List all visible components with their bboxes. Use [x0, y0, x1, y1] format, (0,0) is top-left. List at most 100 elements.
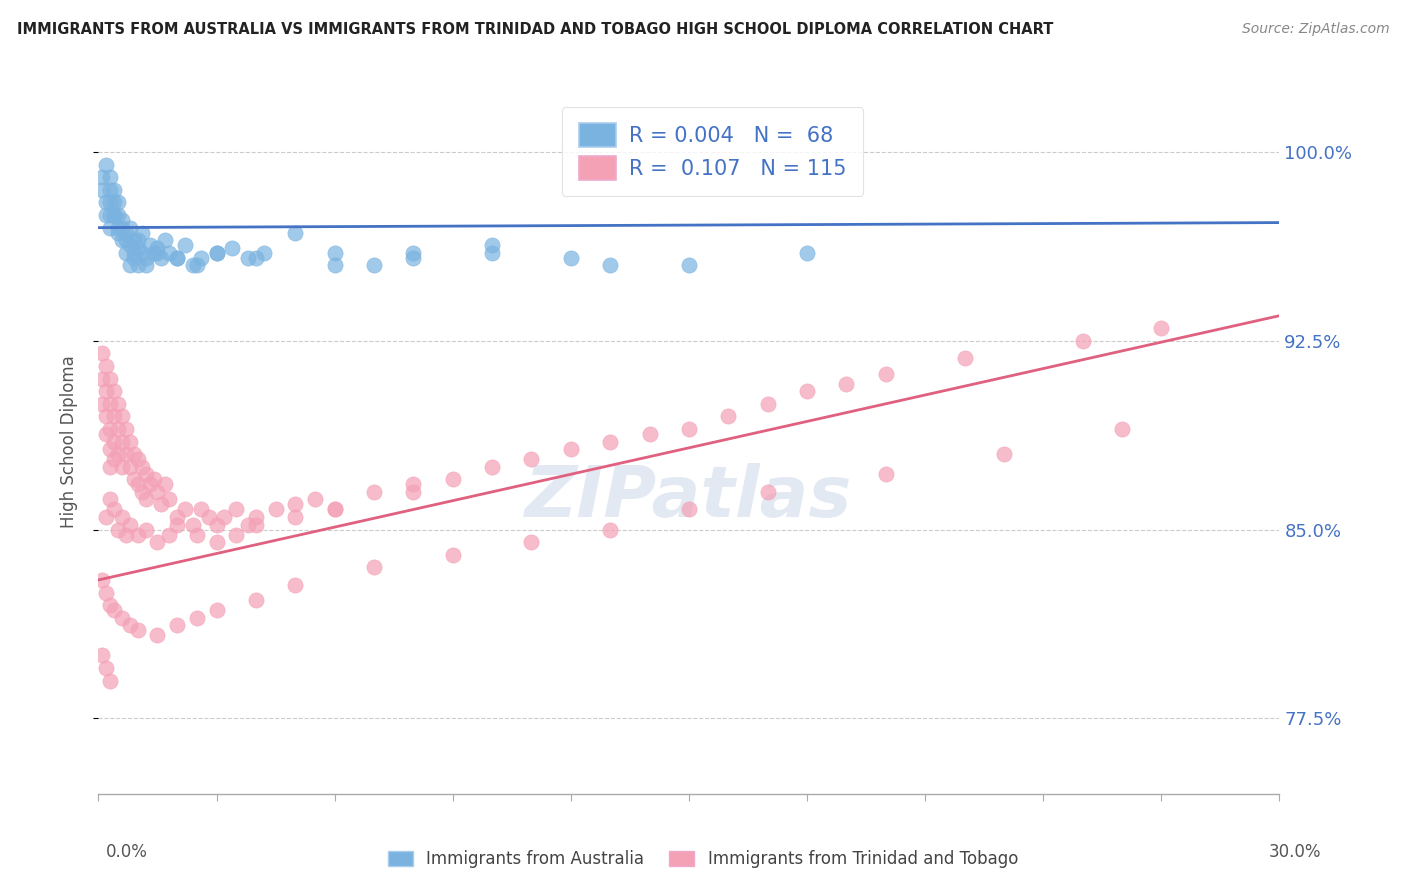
- Point: [599, 434, 621, 449]
- Point: [127, 452, 149, 467]
- Point: [96, 510, 118, 524]
- Point: [122, 251, 145, 265]
- Point: [560, 442, 582, 456]
- Point: [174, 238, 197, 252]
- Point: [98, 208, 121, 222]
- Point: [96, 409, 118, 424]
- Point: [111, 409, 134, 424]
- Point: [118, 434, 141, 449]
- Point: [678, 259, 700, 273]
- Point: [599, 523, 621, 537]
- Text: 30.0%: 30.0%: [1270, 843, 1322, 861]
- Point: [304, 492, 326, 507]
- Point: [127, 241, 149, 255]
- Point: [186, 611, 208, 625]
- Point: [103, 208, 125, 222]
- Point: [190, 502, 212, 516]
- Point: [107, 447, 129, 461]
- Point: [520, 452, 543, 467]
- Point: [98, 673, 121, 688]
- Point: [1150, 321, 1173, 335]
- Point: [150, 498, 173, 512]
- Point: [678, 502, 700, 516]
- Point: [993, 447, 1015, 461]
- Point: [115, 422, 138, 436]
- Point: [118, 238, 141, 252]
- Point: [103, 384, 125, 399]
- Point: [481, 245, 503, 260]
- Point: [131, 459, 153, 474]
- Point: [166, 251, 188, 265]
- Point: [111, 220, 134, 235]
- Point: [98, 170, 121, 185]
- Point: [135, 492, 157, 507]
- Point: [402, 477, 425, 491]
- Point: [205, 535, 228, 549]
- Point: [103, 409, 125, 424]
- Point: [155, 477, 177, 491]
- Point: [118, 259, 141, 273]
- Point: [98, 598, 121, 612]
- Point: [122, 472, 145, 486]
- Point: [127, 624, 149, 638]
- Point: [284, 510, 307, 524]
- Point: [284, 578, 307, 592]
- Point: [107, 220, 129, 235]
- Point: [225, 527, 247, 541]
- Point: [284, 498, 307, 512]
- Point: [96, 195, 118, 210]
- Point: [115, 447, 138, 461]
- Point: [98, 195, 121, 210]
- Point: [205, 603, 228, 617]
- Point: [131, 226, 153, 240]
- Text: IMMIGRANTS FROM AUSTRALIA VS IMMIGRANTS FROM TRINIDAD AND TOBAGO HIGH SCHOOL DIP: IMMIGRANTS FROM AUSTRALIA VS IMMIGRANTS …: [17, 22, 1053, 37]
- Point: [236, 251, 259, 265]
- Point: [115, 226, 138, 240]
- Point: [98, 183, 121, 197]
- Point: [103, 208, 125, 222]
- Point: [135, 259, 157, 273]
- Point: [520, 535, 543, 549]
- Point: [264, 502, 287, 516]
- Point: [157, 245, 180, 260]
- Point: [118, 618, 141, 632]
- Point: [131, 484, 153, 499]
- Point: [166, 517, 188, 532]
- Point: [118, 220, 141, 235]
- Point: [157, 527, 180, 541]
- Point: [181, 259, 204, 273]
- Point: [875, 367, 897, 381]
- Point: [138, 477, 160, 491]
- Point: [155, 233, 177, 247]
- Point: [245, 251, 267, 265]
- Point: [953, 351, 976, 366]
- Point: [186, 527, 208, 541]
- Point: [245, 517, 267, 532]
- Point: [122, 447, 145, 461]
- Point: [98, 220, 121, 235]
- Point: [323, 502, 346, 516]
- Point: [111, 233, 134, 247]
- Point: [236, 517, 259, 532]
- Point: [107, 195, 129, 210]
- Point: [127, 477, 149, 491]
- Point: [118, 517, 141, 532]
- Point: [135, 523, 157, 537]
- Point: [796, 384, 818, 399]
- Point: [717, 409, 740, 424]
- Point: [190, 251, 212, 265]
- Point: [98, 459, 121, 474]
- Point: [481, 459, 503, 474]
- Point: [111, 611, 134, 625]
- Point: [98, 422, 121, 436]
- Point: [245, 510, 267, 524]
- Point: [96, 585, 118, 599]
- Point: [363, 484, 385, 499]
- Point: [103, 434, 125, 449]
- Point: [96, 208, 118, 222]
- Point: [103, 603, 125, 617]
- Point: [245, 593, 267, 607]
- Point: [205, 245, 228, 260]
- Point: [363, 259, 385, 273]
- Point: [875, 467, 897, 482]
